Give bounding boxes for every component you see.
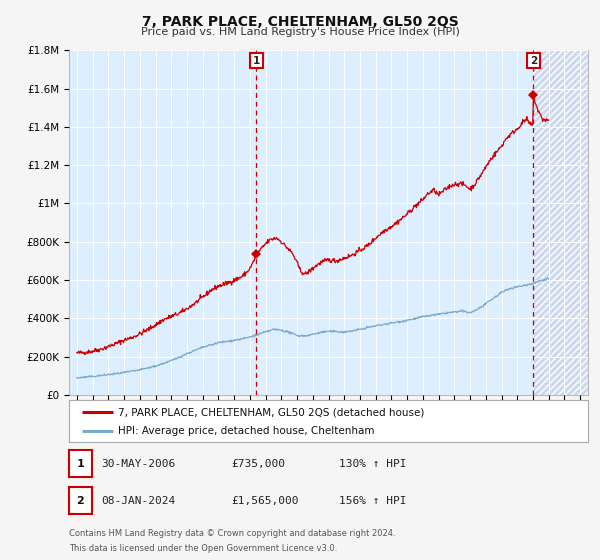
Text: 2: 2	[530, 55, 537, 66]
Text: £735,000: £735,000	[231, 459, 285, 469]
Text: Price paid vs. HM Land Registry's House Price Index (HPI): Price paid vs. HM Land Registry's House …	[140, 27, 460, 37]
Text: 1: 1	[253, 55, 260, 66]
Text: 7, PARK PLACE, CHELTENHAM, GL50 2QS: 7, PARK PLACE, CHELTENHAM, GL50 2QS	[142, 15, 458, 29]
Text: £1,565,000: £1,565,000	[231, 496, 299, 506]
Text: 08-JAN-2024: 08-JAN-2024	[101, 496, 175, 506]
Text: 1: 1	[77, 459, 84, 469]
Text: 130% ↑ HPI: 130% ↑ HPI	[339, 459, 407, 469]
Text: 2: 2	[77, 496, 84, 506]
Text: This data is licensed under the Open Government Licence v3.0.: This data is licensed under the Open Gov…	[69, 544, 337, 553]
Text: 7, PARK PLACE, CHELTENHAM, GL50 2QS (detached house): 7, PARK PLACE, CHELTENHAM, GL50 2QS (det…	[118, 407, 425, 417]
Text: HPI: Average price, detached house, Cheltenham: HPI: Average price, detached house, Chel…	[118, 427, 375, 436]
Text: Contains HM Land Registry data © Crown copyright and database right 2024.: Contains HM Land Registry data © Crown c…	[69, 529, 395, 538]
Text: 156% ↑ HPI: 156% ↑ HPI	[339, 496, 407, 506]
Bar	[533, 50, 588, 395]
Text: 30-MAY-2006: 30-MAY-2006	[101, 459, 175, 469]
